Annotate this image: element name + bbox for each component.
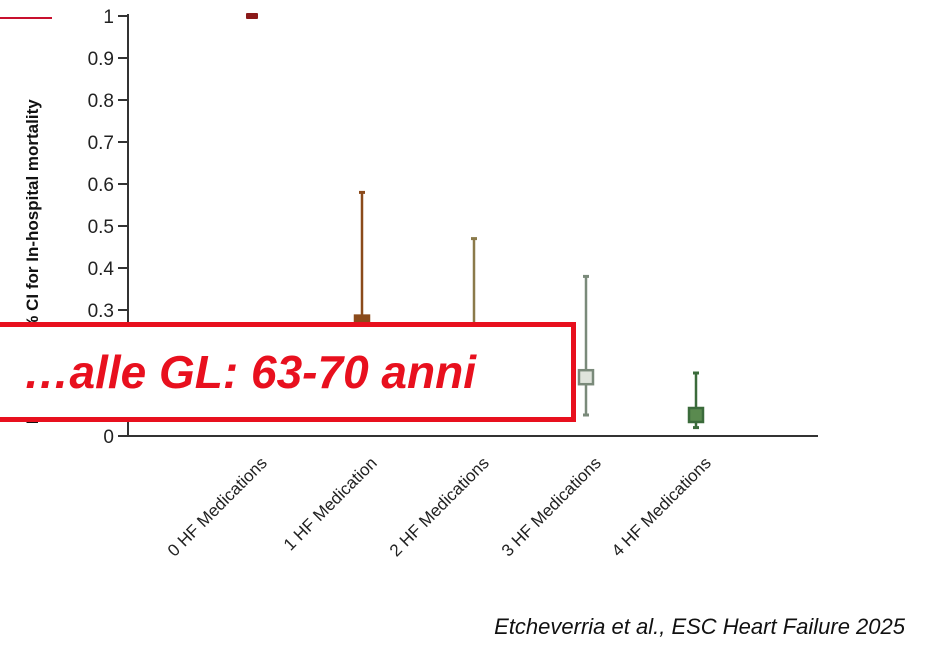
point-estimate (687, 406, 705, 424)
x-axis: 0 HF Medications 1 HF Medication 2 HF Medi… (128, 435, 818, 560)
age-banner: …alle GL: 63-70 anni (0, 322, 576, 422)
y-tick-label: 0.9 (88, 49, 114, 70)
banner-text: …alle GL: 63-70 anni (23, 346, 476, 398)
x-category-label: 2 HF Medications (386, 453, 493, 560)
y-tick-label: 0.7 (88, 133, 114, 154)
point-estimate (577, 368, 595, 386)
y-tick-label: 0.8 (88, 91, 114, 112)
y-tick-label: 0.6 (88, 175, 114, 196)
red-dash-decoration (0, 17, 52, 19)
point-estimate (246, 13, 258, 19)
y-tick-label: 0.5 (88, 217, 114, 238)
x-category-label: 1 HF Medication (280, 453, 381, 554)
citation: Etcheverria et al., ESC Heart Failure 20… (494, 614, 905, 639)
y-tick-label: 0.4 (88, 259, 115, 280)
y-tick-label: 1 (103, 7, 114, 28)
x-category-label: 4 HF Medications (608, 453, 715, 560)
x-category-label: 0 HF Medications (164, 453, 271, 560)
y-axis-label: % CI for In-hospital mortality (23, 99, 42, 331)
y-tick-label: 0.3 (88, 301, 114, 322)
y-tick-label: 0 (103, 427, 114, 448)
x-category-label: 3 HF Medications (498, 453, 605, 560)
